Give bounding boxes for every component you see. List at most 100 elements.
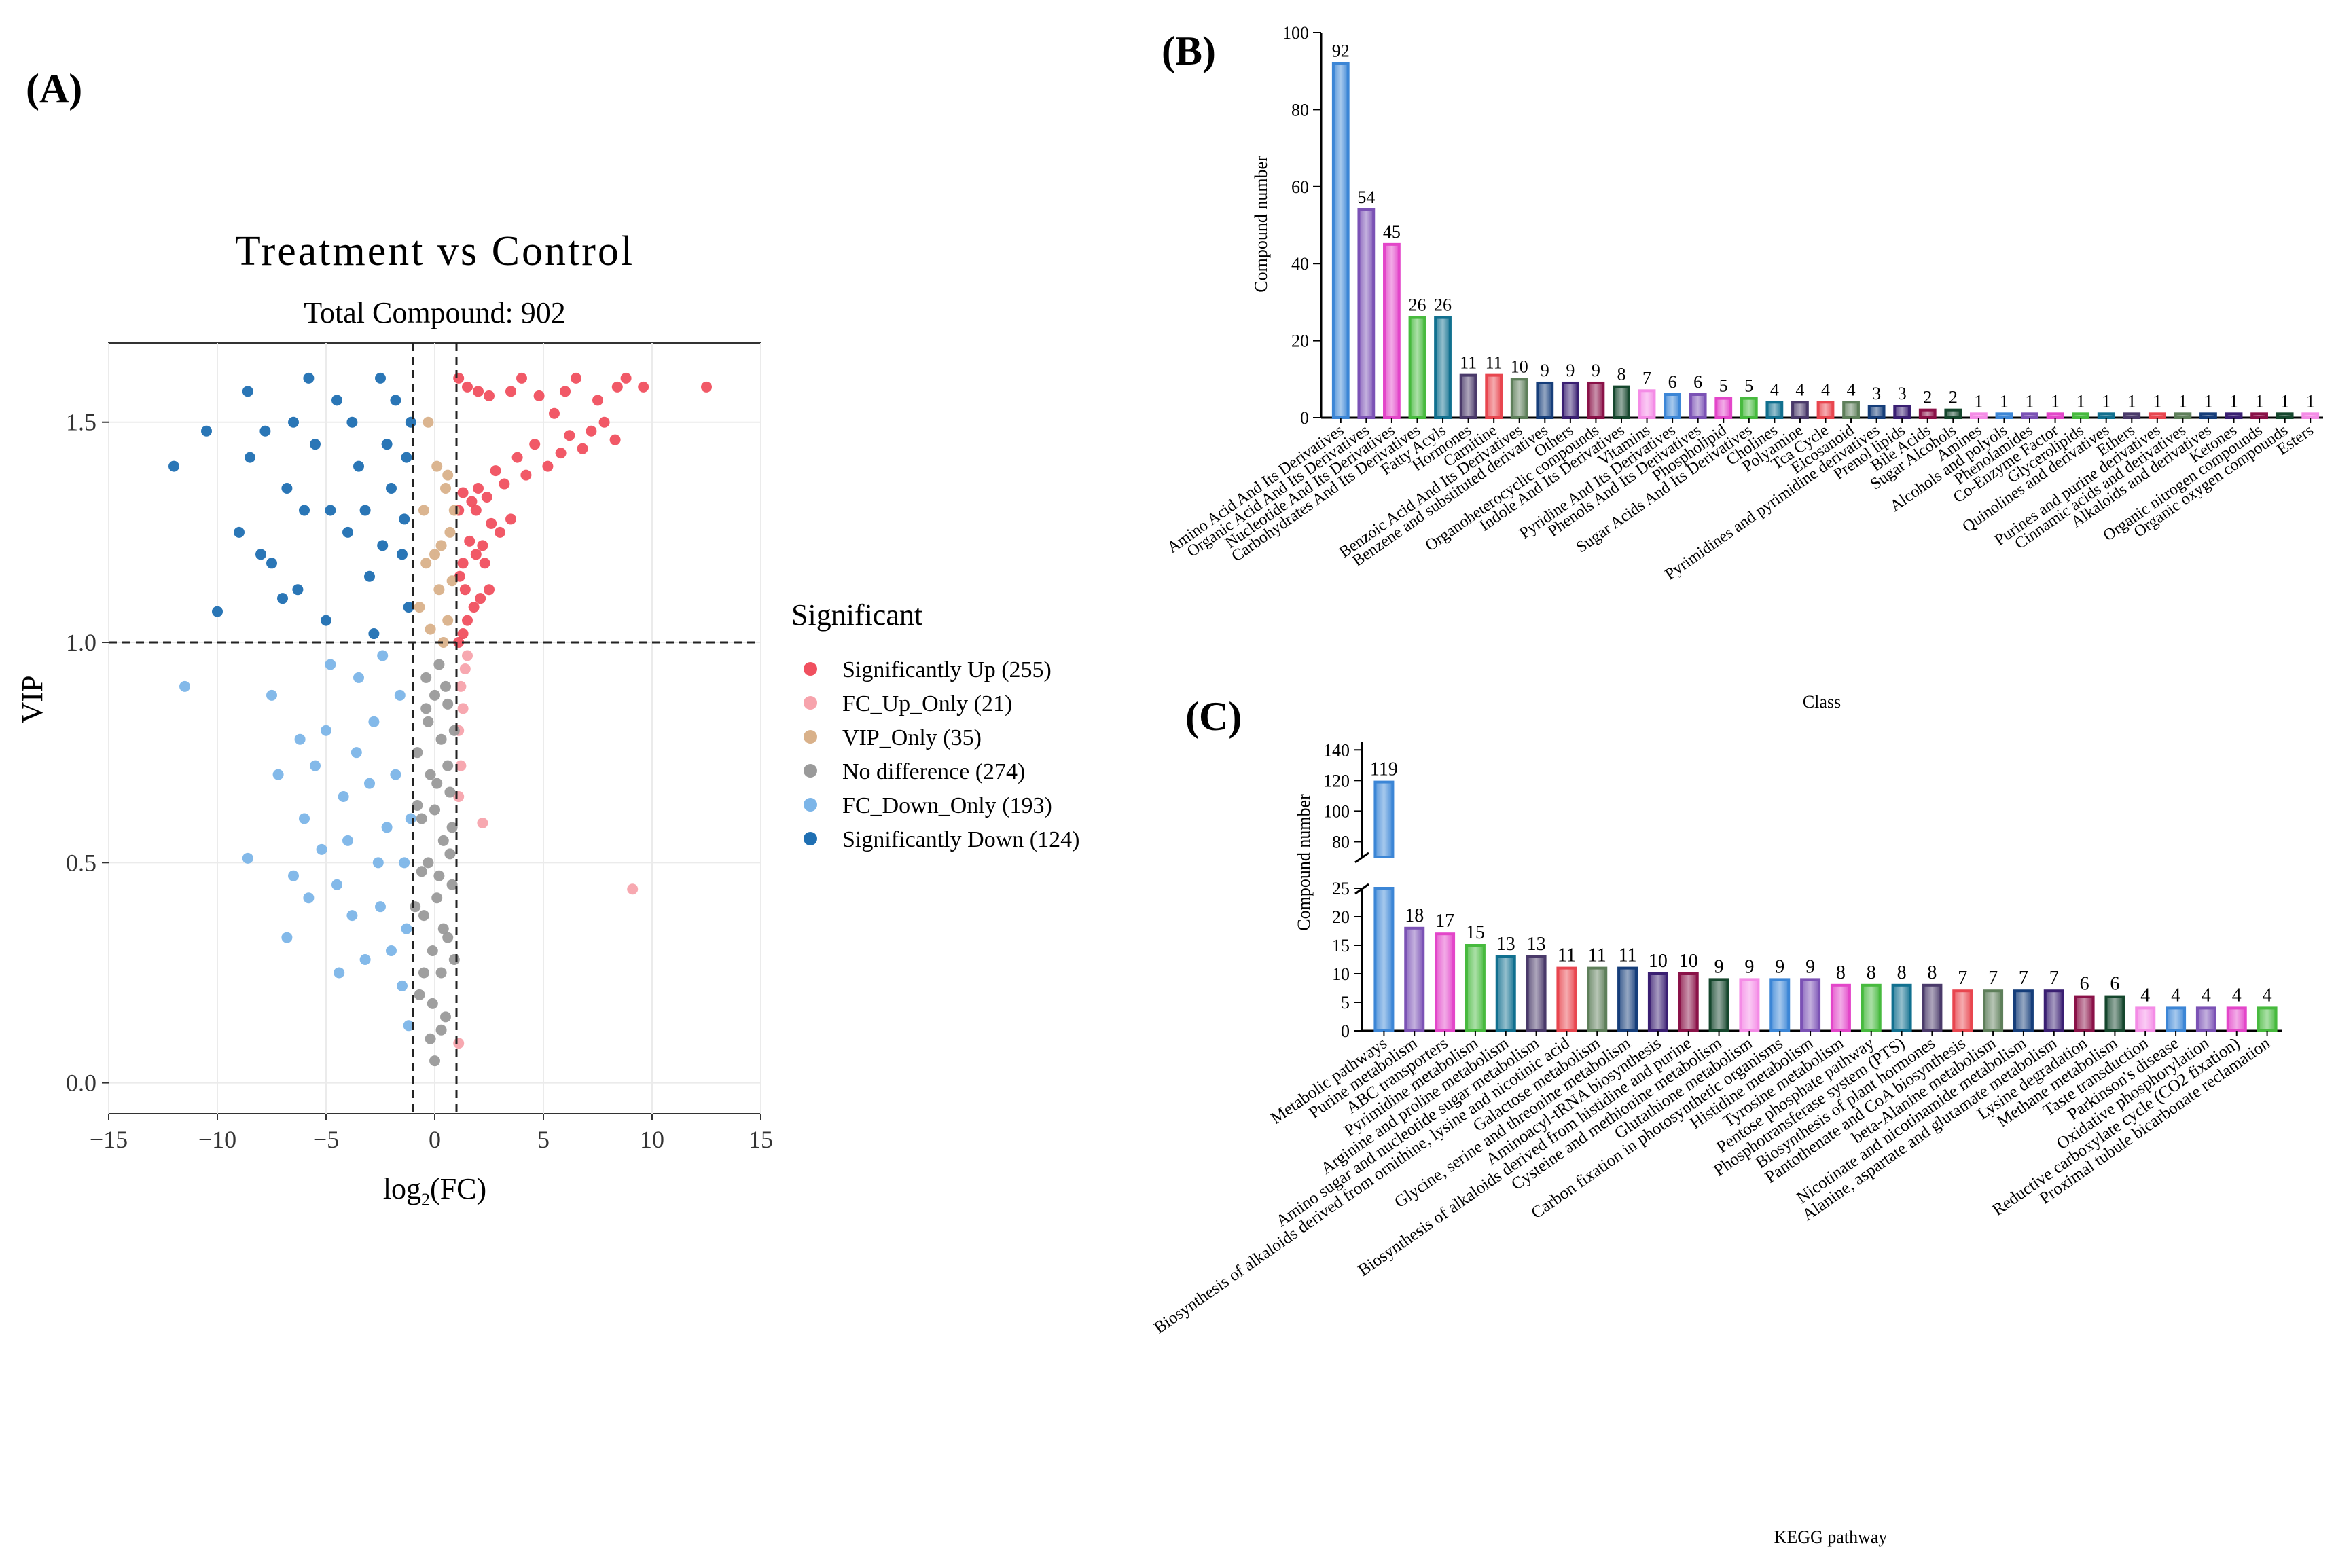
bar bbox=[1944, 408, 1962, 419]
volcano-point-significantly-up bbox=[459, 584, 471, 596]
volcano-point-significantly-up bbox=[473, 386, 484, 397]
bar-value-label: 6 bbox=[1693, 372, 1702, 392]
volcano-point-significantly-down bbox=[381, 439, 393, 450]
bar bbox=[2250, 412, 2268, 420]
volcano-point-fc-down-only bbox=[288, 870, 299, 881]
volcano-xlabel-main: log bbox=[383, 1172, 421, 1205]
volcano-point-fc-down-only bbox=[394, 689, 406, 701]
b-ytick-label: 80 bbox=[1291, 100, 1309, 120]
volcano-point-significantly-down bbox=[277, 593, 288, 604]
volcano-point-vip-only bbox=[448, 505, 460, 516]
bar-value-label: 1 bbox=[2026, 391, 2034, 411]
b-ytick-label: 100 bbox=[1282, 23, 1309, 43]
bar-value-label: 4 bbox=[1847, 380, 1856, 399]
bar bbox=[1647, 972, 1668, 1032]
volcano-point-fc-down-only bbox=[364, 778, 375, 789]
legend-label: FC_Down_Only (193) bbox=[842, 793, 1052, 818]
bar bbox=[1664, 393, 1682, 419]
volcano-point-vip-only bbox=[437, 637, 449, 649]
volcano-point-significantly-up bbox=[462, 381, 473, 393]
volcano-point-significantly-down bbox=[359, 505, 371, 516]
bar-value-label: 9 bbox=[1714, 956, 1724, 977]
volcano-point-significantly-down bbox=[292, 584, 304, 596]
volcano-point-no-difference bbox=[448, 725, 460, 736]
volcano-point-fc-down-only bbox=[281, 932, 293, 943]
legend-marker-fc-down-only bbox=[804, 798, 817, 812]
volcano-point-significantly-up bbox=[638, 381, 649, 393]
bar bbox=[2174, 412, 2192, 420]
bar bbox=[1485, 373, 1503, 420]
volcano-point-no-difference bbox=[435, 733, 447, 745]
volcano-point-fc-down-only bbox=[405, 813, 416, 824]
volcano-point-no-difference bbox=[423, 857, 434, 869]
bar bbox=[2225, 412, 2243, 420]
bar-value-label: 4 bbox=[1770, 380, 1779, 399]
bar-value-label: 45 bbox=[1383, 222, 1401, 242]
b-ytick-label: 20 bbox=[1291, 331, 1309, 351]
volcano-point-no-difference bbox=[425, 769, 436, 780]
bar-value-label: 7 bbox=[2019, 968, 2028, 989]
volcano-point-fc-down-only bbox=[399, 857, 410, 869]
bar-value-label: 1 bbox=[2229, 391, 2238, 411]
volcano-point-fc-down-only bbox=[401, 923, 412, 934]
volcano-point-significantly-down bbox=[403, 602, 414, 613]
volcano-point-no-difference bbox=[429, 804, 440, 816]
bar-value-label: 2 bbox=[1923, 388, 1932, 407]
bar bbox=[1678, 972, 1699, 1032]
bar bbox=[1435, 932, 1456, 1032]
panel-label-c: (C) bbox=[1185, 694, 1242, 739]
volcano-point-significantly-up bbox=[611, 381, 623, 393]
bar bbox=[1800, 978, 1821, 1033]
bar bbox=[1536, 381, 1554, 419]
bar bbox=[1983, 989, 2004, 1032]
bar bbox=[1740, 397, 1758, 420]
volcano-point-fc-down-only bbox=[346, 910, 358, 922]
bar bbox=[1408, 316, 1426, 419]
volcano-point-significantly-up bbox=[473, 483, 484, 494]
bar-value-label: 8 bbox=[1836, 962, 1846, 983]
bar bbox=[1918, 408, 1937, 419]
volcano-point-significantly-up bbox=[466, 496, 478, 507]
volcano-point-no-difference bbox=[448, 954, 460, 965]
bar-value-label: 1 bbox=[2306, 391, 2315, 411]
bar bbox=[2195, 1006, 2216, 1033]
volcano-point-fc-down-only bbox=[377, 650, 389, 661]
volcano-point-significantly-up bbox=[571, 372, 581, 384]
volcano-point-significantly-down bbox=[368, 628, 380, 640]
bar-value-label: 9 bbox=[1744, 956, 1754, 977]
volcano-point-significantly-down bbox=[234, 526, 245, 538]
volcano-point-significantly-down bbox=[331, 395, 342, 406]
volcano-point-fc-down-only bbox=[342, 835, 353, 846]
bar bbox=[1867, 404, 1886, 419]
volcano-point-significantly-down bbox=[201, 425, 212, 437]
bar-value-label: 26 bbox=[1434, 295, 1452, 315]
volcano-point-significantly-up bbox=[477, 540, 488, 551]
legend-label: FC_Up_Only (21) bbox=[842, 691, 1012, 716]
volcano-point-significantly-up bbox=[495, 526, 505, 538]
bar-value-label: 3 bbox=[1872, 384, 1881, 403]
bar bbox=[2226, 1006, 2247, 1033]
bar-value-label: 11 bbox=[1619, 945, 1637, 966]
bar bbox=[2046, 412, 2064, 420]
bar-value-label: 1 bbox=[2077, 391, 2085, 411]
volcano-point-significantly-up bbox=[529, 439, 541, 450]
c-ytick-label: 120 bbox=[1323, 771, 1350, 790]
volcano-xtick-label: 15 bbox=[749, 1126, 773, 1153]
volcano-point-fc-down-only bbox=[266, 689, 277, 701]
volcano-point-fc-down-only bbox=[242, 852, 253, 864]
bar-value-label: 1 bbox=[2000, 391, 2009, 411]
bar bbox=[1842, 401, 1860, 420]
bar-value-label: 4 bbox=[1821, 380, 1830, 399]
volcano-xlabel-subscript: 2 bbox=[421, 1190, 430, 1209]
volcano-point-vip-only bbox=[440, 483, 451, 494]
volcano-point-significantly-down bbox=[266, 558, 277, 569]
bar-value-label: 4 bbox=[2140, 985, 2150, 1006]
bar-value-label: 18 bbox=[1405, 905, 1424, 926]
bar bbox=[1561, 381, 1579, 419]
volcano-point-significantly-up bbox=[484, 584, 495, 596]
volcano-point-significantly-up bbox=[499, 478, 510, 490]
bar bbox=[1708, 978, 1729, 1033]
volcano-point-fc-down-only bbox=[351, 747, 362, 759]
volcano-point-significantly-down bbox=[405, 416, 416, 428]
bar-value-label: 9 bbox=[1592, 361, 1600, 380]
